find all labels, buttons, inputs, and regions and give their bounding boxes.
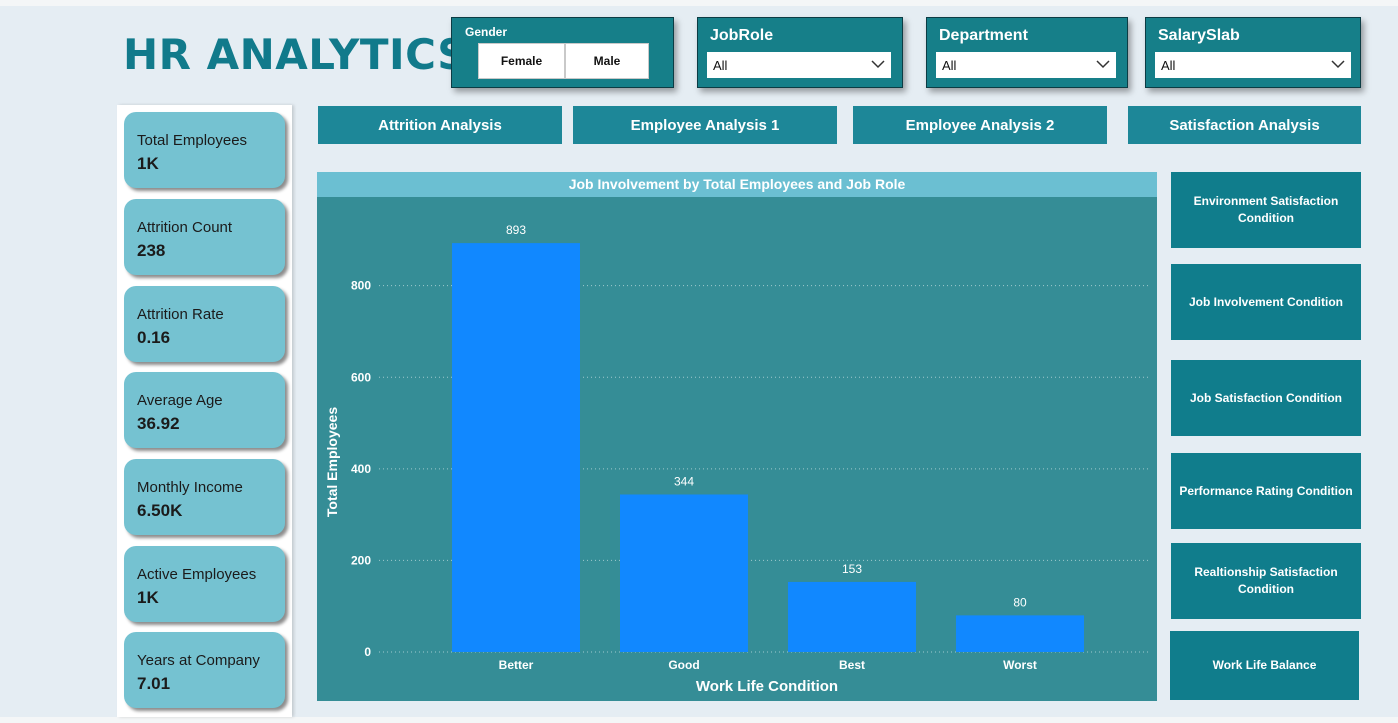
department-slicer-label: Department — [939, 27, 1028, 44]
x-tick-label: Best — [839, 658, 865, 672]
jobrole-slicer-label: JobRole — [710, 27, 774, 44]
x-tick-label: Better — [499, 658, 534, 672]
bar-good[interactable] — [620, 494, 748, 652]
kpi-value: 0.16 — [137, 328, 171, 347]
kpi-panel: Total Employees 1K Attrition Count 238 A… — [117, 105, 292, 717]
department-dropdown-value: All — [942, 57, 957, 73]
chevron-down-icon — [1096, 60, 1110, 69]
kpi-label: Total Employees — [137, 132, 248, 149]
nav-attrition-analysis-button[interactable]: Attrition Analysis — [318, 106, 562, 144]
kpi-card-average-age: Average Age 36.92 — [124, 372, 285, 448]
kpi-value: 238 — [137, 241, 166, 260]
salaryslab-slicer: SalarySlab All — [1145, 17, 1361, 88]
y-tick-label: 0 — [364, 645, 371, 659]
chart-title: Job Involvement by Total Employees and J… — [317, 172, 1157, 197]
kpi-card-monthly-income: Monthly Income 6.50K — [124, 459, 285, 535]
kpi-label: Average Age — [137, 392, 223, 409]
kpi-label: Attrition Count — [137, 219, 233, 236]
page-title: HR ANALYTICS — [123, 30, 469, 79]
kpi-card-active-employees: Active Employees 1K — [124, 546, 285, 622]
performance-rating-button[interactable]: Performance Rating Condition — [1171, 453, 1361, 529]
environment-satisfaction-button[interactable]: Environment Satisfaction Condition — [1171, 172, 1361, 248]
y-tick-label: 600 — [351, 370, 371, 384]
relationship-satisfaction-button[interactable]: Realtionship Satisfaction Condition — [1171, 543, 1361, 619]
kpi-card-total-employees: Total Employees 1K — [124, 112, 285, 188]
bar-better[interactable] — [452, 243, 580, 652]
job-involvement-chart: Job Involvement by Total Employees and J… — [317, 172, 1157, 701]
y-axis-title: Total Employees — [324, 407, 340, 517]
bar-best[interactable] — [788, 581, 916, 652]
job-satisfaction-button[interactable]: Job Satisfaction Condition — [1171, 360, 1361, 436]
kpi-card-years-at-company: Years at Company 7.01 — [124, 632, 285, 708]
x-axis-title: Work Life Condition — [696, 678, 838, 695]
data-label: 893 — [506, 223, 526, 237]
jobrole-slicer: JobRole All — [697, 17, 903, 88]
nav-employee-analysis-2-button[interactable]: Employee Analysis 2 — [853, 106, 1107, 144]
salaryslab-slicer-label: SalarySlab — [1158, 27, 1240, 44]
chart-plot: 0 200 400 600 800 893 Better 344 Good 153 Best 80 W… — [324, 223, 1149, 695]
department-slicer: Department All — [926, 17, 1128, 88]
gender-slicer-label: Gender — [465, 25, 508, 39]
job-involvement-button[interactable]: Job Involvement Condition — [1171, 264, 1361, 340]
kpi-label: Years at Company — [137, 652, 260, 669]
kpi-value: 6.50K — [137, 501, 183, 520]
chevron-down-icon — [1331, 60, 1345, 69]
x-tick-label: Worst — [1003, 658, 1037, 672]
data-label: 153 — [842, 562, 862, 576]
gender-slicer: Gender Female Male — [451, 17, 674, 88]
jobrole-dropdown-value: All — [713, 57, 728, 73]
kpi-label: Attrition Rate — [137, 306, 224, 323]
bar-worst[interactable] — [956, 615, 1084, 652]
kpi-value: 7.01 — [137, 674, 171, 693]
salaryslab-dropdown[interactable]: All — [1155, 52, 1351, 78]
kpi-card-attrition-count: Attrition Count 238 — [124, 199, 285, 275]
kpi-value: 1K — [137, 154, 159, 173]
jobrole-dropdown[interactable]: All — [707, 52, 891, 78]
kpi-label: Monthly Income — [137, 479, 243, 496]
chevron-down-icon — [871, 60, 885, 69]
gender-female-button[interactable]: Female — [478, 43, 565, 79]
kpi-label: Active Employees — [137, 566, 257, 583]
y-tick-label: 400 — [351, 462, 371, 476]
y-tick-label: 800 — [351, 279, 371, 293]
x-tick-label: Good — [668, 658, 699, 672]
nav-employee-analysis-1-button[interactable]: Employee Analysis 1 — [573, 106, 837, 144]
data-label: 80 — [1013, 595, 1027, 609]
salaryslab-dropdown-value: All — [1161, 57, 1176, 73]
data-label: 344 — [674, 474, 694, 488]
work-life-balance-button[interactable]: Work Life Balance — [1170, 631, 1359, 700]
nav-satisfaction-analysis-button[interactable]: Satisfaction Analysis — [1128, 106, 1361, 144]
gender-male-button[interactable]: Male — [565, 43, 649, 79]
department-dropdown[interactable]: All — [936, 52, 1116, 78]
kpi-card-attrition-rate: Attrition Rate 0.16 — [124, 286, 285, 362]
y-tick-label: 200 — [351, 553, 371, 567]
kpi-value: 1K — [137, 588, 159, 607]
kpi-value: 36.92 — [137, 414, 180, 433]
